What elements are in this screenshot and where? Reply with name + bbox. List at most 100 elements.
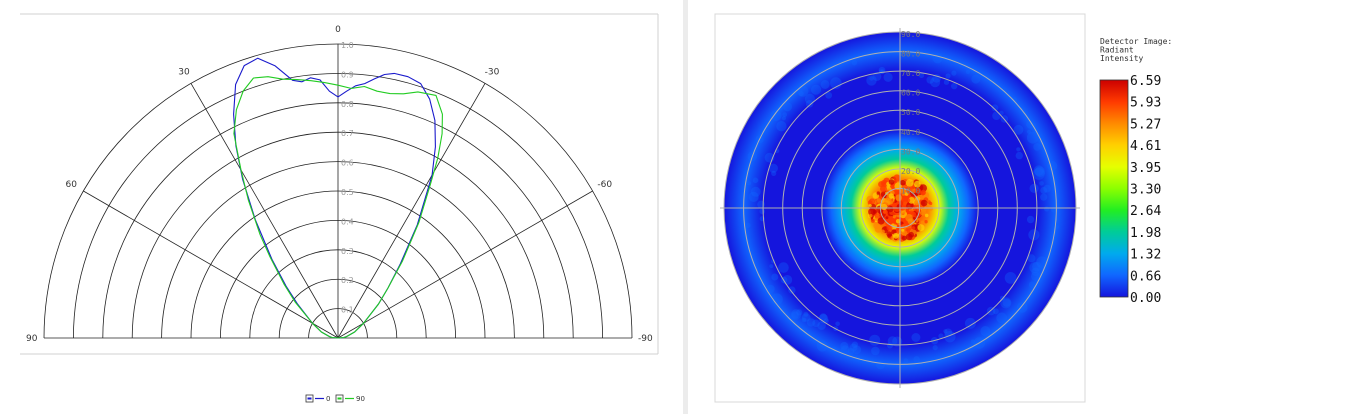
ring-speck [771, 293, 783, 306]
colorbar-title: Detector Image: Radiant Intensity [1100, 37, 1172, 63]
ring-speck [819, 313, 827, 321]
ring-speck [1047, 160, 1058, 171]
ring-speck [759, 208, 765, 215]
colorbar-tick-label: 4.61 [1130, 139, 1161, 154]
grid-spoke [337, 83, 486, 339]
hotspot-speck [899, 199, 907, 208]
angle-label: 0 [335, 25, 341, 35]
ring-speck [782, 112, 788, 118]
hotspot-speck [929, 201, 933, 206]
ring-speck [849, 343, 858, 352]
ring-speck [771, 170, 777, 176]
ring-speck [1016, 147, 1021, 152]
detector-panel: 10.0 20.0 30.0 40.0 50.0 60.0 70.0 80.0 90.0 Det… [688, 0, 1358, 414]
ring-labels: 10.0 20.0 30.0 40.0 50.0 60.0 70.0 80.0 90.0 [901, 30, 920, 195]
detector-image-chart: 10.0 20.0 30.0 40.0 50.0 60.0 70.0 80.0 90.0 Det… [714, 13, 1172, 403]
ring-speck [991, 104, 999, 112]
ring-speck [1026, 131, 1039, 144]
hotspot-speck [905, 179, 914, 187]
ring-speck [835, 321, 840, 327]
colorbar-title-line: Radiant [1100, 46, 1134, 55]
ring-speck [1002, 298, 1011, 307]
legend: 0 90 [305, 394, 365, 403]
hotspot-speck [895, 219, 901, 224]
ring-speck [803, 311, 809, 317]
radial-tick-label: 0.2 [341, 276, 354, 285]
ring-speck [1040, 193, 1048, 201]
ring-speck [887, 342, 893, 349]
series-group [233, 57, 443, 339]
angle-label: -90 [638, 334, 653, 344]
hotspot-speck [869, 198, 875, 205]
ring-speck [866, 75, 877, 86]
ring-speck [970, 339, 975, 344]
panel-divider [683, 0, 688, 414]
hotspot-speck [911, 226, 916, 230]
ring-speck [852, 345, 862, 355]
ring-label: 10.0 [901, 186, 920, 195]
hotspot-speck [920, 191, 925, 196]
ring-label: 80.0 [901, 50, 920, 59]
hotspot-speck [884, 197, 892, 206]
ring-speck [945, 73, 951, 79]
ring-speck [875, 360, 886, 370]
ring-speck [1033, 143, 1041, 151]
ring-speck [801, 313, 811, 322]
colorbar-tick-label: 0.66 [1130, 269, 1161, 284]
ring-speck [820, 80, 830, 89]
ring-speck [971, 74, 981, 84]
ring-speck [872, 71, 882, 81]
ring-speck [1040, 186, 1048, 194]
ring-speck [992, 111, 1001, 120]
ring-speck [805, 100, 814, 108]
ring-speck [817, 321, 826, 330]
hotspot-speck [901, 228, 905, 232]
ring-speck [869, 76, 874, 81]
ring-speck [748, 191, 759, 202]
hotspot-speck [914, 192, 919, 197]
ring-speck [938, 333, 944, 339]
ring-label: 60.0 [901, 89, 920, 98]
ring-speck [930, 77, 941, 88]
colorbar: 6.59 5.93 5.27 4.61 3.95 3.30 2.64 1.98 1.32 0.66… [1099, 74, 1161, 306]
radial-tick-label: 0.3 [341, 247, 354, 256]
ring-label: 20.0 [901, 167, 920, 176]
hotspot-speck [888, 218, 892, 223]
angle-label: -60 [597, 180, 612, 190]
ring-speck [769, 264, 774, 269]
colorbar-gradient [1099, 79, 1129, 298]
ring-speck [1039, 181, 1044, 186]
hotspot-speck [878, 181, 885, 188]
ring-speck [757, 200, 765, 209]
ring-speck [996, 312, 1008, 324]
ring-speck [911, 333, 921, 342]
angle-label: -30 [485, 67, 500, 77]
hotspot-speck [928, 206, 933, 211]
ring-speck [788, 286, 796, 294]
ring-speck [746, 181, 752, 186]
legend-label: 90 [356, 395, 365, 403]
ring-speck [951, 82, 958, 90]
ring-speck [810, 84, 822, 95]
radial-tick-label: 0.4 [341, 217, 354, 226]
ring-speck [943, 329, 948, 334]
ring-speck [1026, 215, 1035, 224]
hotspot-speck [870, 218, 875, 223]
ring-speck [781, 116, 786, 121]
ring-speck [986, 306, 996, 316]
hotspot-speck [914, 180, 921, 188]
ring-speck [766, 284, 775, 294]
colorbar-tick-label: 2.64 [1130, 204, 1161, 219]
ring-speck [796, 309, 803, 316]
ring-label: 90.0 [901, 30, 920, 39]
ring-speck [992, 308, 999, 315]
ring-speck [943, 79, 950, 85]
ring-speck [1027, 254, 1036, 263]
ring-speck [801, 317, 807, 323]
hotspot-speck [876, 198, 882, 203]
hotspot-speck [888, 193, 894, 199]
ring-speck [770, 110, 782, 121]
ring-speck [1033, 165, 1044, 176]
ring-speck [1029, 262, 1041, 274]
hotspot-speck [917, 224, 925, 232]
